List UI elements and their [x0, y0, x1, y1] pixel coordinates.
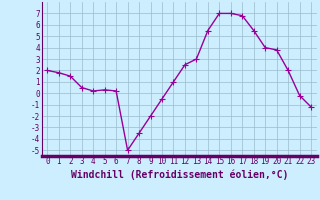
X-axis label: Windchill (Refroidissement éolien,°C): Windchill (Refroidissement éolien,°C) [70, 169, 288, 180]
